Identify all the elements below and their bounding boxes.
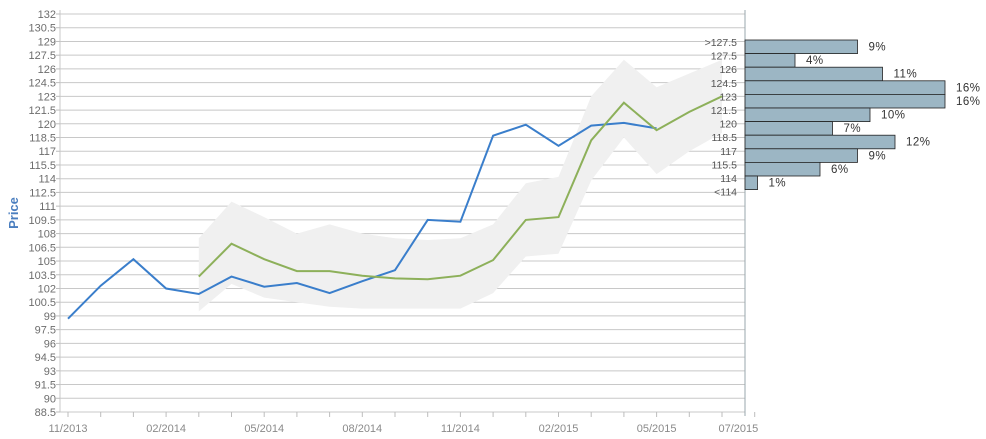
y-tick-label: 103.5	[28, 270, 56, 282]
y-tick-label: 108	[38, 229, 56, 241]
y-tick-label: 115.5	[29, 160, 56, 172]
histogram-bin-label: 118.5	[712, 132, 738, 144]
y-tick-label: 88.5	[35, 407, 56, 419]
y-tick-label: 124.5	[28, 78, 56, 90]
histogram-bin-label: 127.5	[711, 51, 737, 63]
histogram-percent-label: 6%	[831, 164, 849, 176]
y-tick-label: 117	[38, 146, 56, 158]
histogram-bin-label: 121.5	[711, 105, 737, 117]
axes	[59, 10, 746, 416]
x-tick-label: 11/2014	[441, 423, 480, 435]
x-tick-label: 02/2014	[146, 423, 186, 435]
forecast-band	[198, 59, 723, 312]
forecast-range-area	[198, 59, 723, 312]
histogram-bar	[744, 39, 858, 55]
y-tick-label: 99	[44, 311, 56, 323]
histogram-percent-label: 16%	[956, 96, 981, 108]
histogram-bin-label: 115.5	[712, 159, 738, 171]
histogram-bin-label: 126	[719, 64, 737, 76]
y-tick-label: 120	[38, 119, 56, 131]
x-axis-ticks: 11/2013 02/2014 05/2014 08/2014 11/2014 02/20…	[49, 412, 758, 435]
x-tick-label: 11/2013	[49, 423, 88, 435]
y-tick-label: 132	[38, 9, 56, 21]
y-tick-label: 100.5	[28, 297, 56, 309]
histogram-bin-label: 114	[720, 173, 737, 185]
histogram-percent-label: 1%	[769, 178, 787, 190]
histogram-percent-label: 10%	[881, 110, 906, 122]
y-tick-label: 106.5	[28, 242, 56, 254]
histogram-percent-label: 9%	[869, 42, 887, 54]
histogram-bar	[744, 148, 858, 163]
y-tick-label: 97.5	[35, 325, 56, 337]
y-tick-label: 123	[38, 91, 56, 103]
histogram-percent-label: 12%	[906, 137, 931, 149]
histogram-percent-label: 9%	[869, 150, 887, 162]
x-tick-label: 05/2014	[244, 423, 284, 435]
y-axis-label: Price	[6, 197, 21, 229]
y-tick-label: 121.5	[28, 105, 56, 117]
y-tick-label: 93	[44, 366, 56, 378]
histogram-bin-label: <114	[714, 187, 737, 199]
histogram-percent-label: 16%	[956, 82, 981, 94]
histogram-percent-label: 7%	[844, 123, 862, 135]
x-tick-label: 07/2015	[718, 423, 758, 435]
histogram-percent-label: 11%	[894, 69, 918, 81]
y-tick-label: 114	[38, 174, 56, 186]
histogram-bar	[744, 175, 758, 191]
histogram-percent-label: 4%	[806, 55, 824, 67]
histogram-bin-label: 123	[719, 91, 737, 103]
histogram-bar	[744, 80, 946, 95]
histogram-bar	[744, 66, 883, 82]
y-tick-label: 96	[44, 338, 56, 350]
target-line	[198, 95, 723, 281]
y-tick-label: 102	[38, 283, 56, 295]
histogram-bar	[744, 134, 896, 150]
grid-lines	[60, 13, 745, 413]
price-distribution-histogram: >127.5 9% 127.5 4% 126 11% 124.5 16% 123 16% 121.5…	[705, 37, 981, 199]
y-tick-label: 91.5	[35, 380, 56, 392]
y-tick-label: 112.5	[29, 187, 56, 199]
histogram-bar	[744, 94, 946, 109]
y-tick-label: 111	[39, 201, 56, 213]
y-tick-label: 90	[44, 393, 56, 405]
y-tick-label: 94.5	[35, 352, 56, 364]
histogram-bar	[744, 121, 833, 136]
histogram-bin-label: 120	[719, 119, 737, 131]
x-tick-label: 02/2015	[539, 423, 579, 435]
x-tick-label: 08/2014	[342, 423, 382, 435]
histogram-bin-label: >127.5	[705, 37, 738, 49]
y-tick-label: 105	[38, 256, 56, 268]
histogram-bin-label: 124.5	[711, 78, 737, 90]
histogram-bar	[744, 161, 821, 177]
y-tick-label: 129	[38, 36, 56, 48]
price-line	[67, 121, 657, 320]
y-tick-label: 109.5	[28, 215, 56, 227]
x-tick-label: 05/2015	[637, 423, 677, 435]
y-tick-label: 118.5	[29, 133, 56, 145]
histogram-bar	[744, 53, 796, 68]
series-lines	[67, 95, 723, 320]
y-tick-label: 127.5	[28, 50, 56, 62]
histogram-bar	[744, 107, 871, 123]
y-tick-label: 130.5	[28, 23, 56, 35]
y-tick-label: 126	[38, 64, 56, 76]
histogram-bin-label: 117	[720, 146, 737, 158]
